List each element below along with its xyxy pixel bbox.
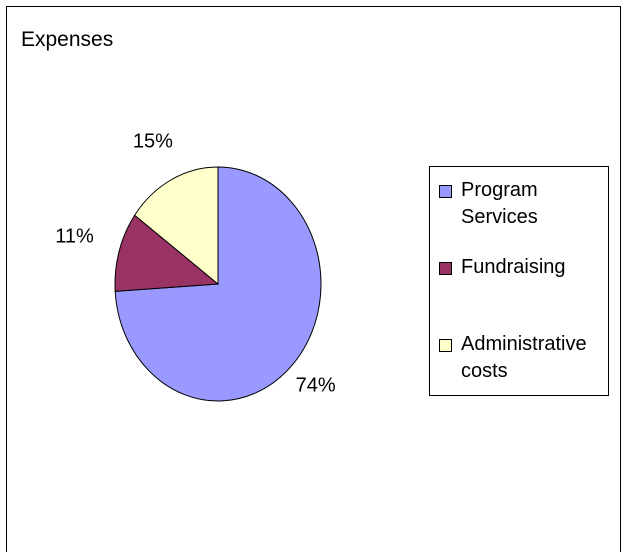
data-label-fundraising: 11% xyxy=(55,226,94,248)
chart-area xyxy=(6,6,621,552)
legend-item-program-services: Program Services xyxy=(439,177,611,231)
legend-swatch-administrative-costs xyxy=(439,339,452,352)
data-label-administrative-costs: 15% xyxy=(133,130,173,152)
pie-slice-fundraising xyxy=(114,214,220,292)
legend-label-administrative-costs: Administrative costs xyxy=(461,333,587,382)
chart-title: Expenses xyxy=(21,28,114,51)
legend-item-administrative-costs: Administrative costs xyxy=(439,331,611,385)
pie-slice-administrative-costs xyxy=(134,166,219,286)
legend-swatch-program-services xyxy=(439,185,452,198)
legend-label-program-services: Program Services xyxy=(461,179,538,228)
legend-label-fundraising: Fundraising xyxy=(461,256,566,278)
legend-item-fundraising: Fundraising xyxy=(439,254,611,281)
legend-swatch-fundraising xyxy=(439,262,452,275)
data-label-program-services: 74% xyxy=(296,375,336,397)
legend: Program Services Fundraising Administrat… xyxy=(429,166,609,396)
